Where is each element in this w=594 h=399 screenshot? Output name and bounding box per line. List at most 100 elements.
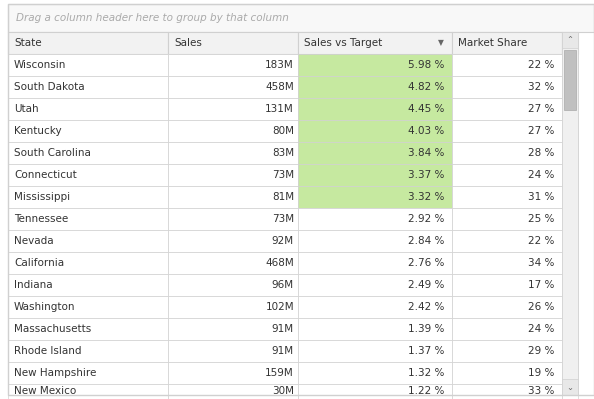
Text: New Mexico: New Mexico [14,387,76,397]
Text: 4.82 %: 4.82 % [407,82,444,92]
Text: 3.32 %: 3.32 % [407,192,444,202]
Bar [452,318,562,340]
Bar [452,164,562,186]
Bar [298,252,452,274]
Bar [168,142,298,164]
Bar [562,76,578,98]
Bar [562,379,578,395]
Bar [168,318,298,340]
Bar [452,252,562,274]
Bar [562,274,578,296]
Text: 73M: 73M [272,214,294,224]
Text: ⌃: ⌃ [567,36,573,45]
Bar [298,98,452,120]
Text: Wisconsin: Wisconsin [14,60,67,70]
Bar [562,208,578,230]
Bar [168,32,298,54]
Bar [452,120,562,142]
Bar [8,274,168,296]
Text: 1.39 %: 1.39 % [407,324,444,334]
Text: 2.76 %: 2.76 % [407,258,444,268]
Bar [298,76,452,98]
Text: 4.03 %: 4.03 % [407,126,444,136]
Bar [452,208,562,230]
Bar [452,274,562,296]
Bar [8,32,168,54]
Text: 27 %: 27 % [527,126,554,136]
Text: 80M: 80M [272,126,294,136]
Bar [562,318,578,340]
Text: 458M: 458M [266,82,294,92]
Text: 468M: 468M [266,258,294,268]
Text: 183M: 183M [266,60,294,70]
Bar [8,142,168,164]
Bar [298,362,452,384]
Bar [168,164,298,186]
Bar [168,384,298,399]
Bar [298,230,452,252]
Text: Sales: Sales [174,38,202,48]
Text: Washington: Washington [14,302,75,312]
Bar [562,32,578,54]
Bar [168,54,298,76]
Bar [8,120,168,142]
Bar [562,54,578,76]
Text: Tennessee: Tennessee [14,214,68,224]
Bar [452,230,562,252]
Text: 22 %: 22 % [527,236,554,246]
Text: Massachusetts: Massachusetts [14,324,91,334]
Text: 33 %: 33 % [527,387,554,397]
Text: 22 %: 22 % [527,60,554,70]
Bar [168,340,298,362]
Text: 1.32 %: 1.32 % [407,368,444,378]
Text: Kentucky: Kentucky [14,126,62,136]
Bar [8,252,168,274]
Bar [8,296,168,318]
Bar [452,384,562,399]
Text: 4.45 %: 4.45 % [407,104,444,114]
Bar [168,296,298,318]
Bar [8,164,168,186]
Text: 19 %: 19 % [527,368,554,378]
Bar [298,340,452,362]
Bar [8,362,168,384]
Text: 3.84 %: 3.84 % [407,148,444,158]
Bar [298,186,452,208]
Bar [8,340,168,362]
Text: South Carolina: South Carolina [14,148,91,158]
Bar [168,274,298,296]
Bar [298,54,452,76]
Text: 83M: 83M [272,148,294,158]
Text: Market Share: Market Share [458,38,527,48]
Text: New Hampshire: New Hampshire [14,368,96,378]
Text: ⌄: ⌄ [567,383,573,391]
Bar [564,50,576,110]
Text: 26 %: 26 % [527,302,554,312]
Text: 1.37 %: 1.37 % [407,346,444,356]
Bar [452,142,562,164]
Bar [562,186,578,208]
Bar [562,362,578,384]
Text: 3.37 %: 3.37 % [407,170,444,180]
Text: 28 %: 28 % [527,148,554,158]
Bar [562,98,578,120]
Bar [8,54,168,76]
Bar [452,186,562,208]
Bar [562,252,578,274]
Bar [168,230,298,252]
Bar [298,296,452,318]
Bar [452,340,562,362]
Bar [8,4,594,32]
Bar [562,142,578,164]
Text: State: State [14,38,42,48]
Text: California: California [14,258,64,268]
Bar [8,98,168,120]
Text: 30M: 30M [272,387,294,397]
Text: 92M: 92M [272,236,294,246]
Text: 1.22 %: 1.22 % [407,387,444,397]
Bar [8,230,168,252]
Bar [168,252,298,274]
Bar [298,142,452,164]
Text: 2.92 %: 2.92 % [407,214,444,224]
Text: 29 %: 29 % [527,346,554,356]
